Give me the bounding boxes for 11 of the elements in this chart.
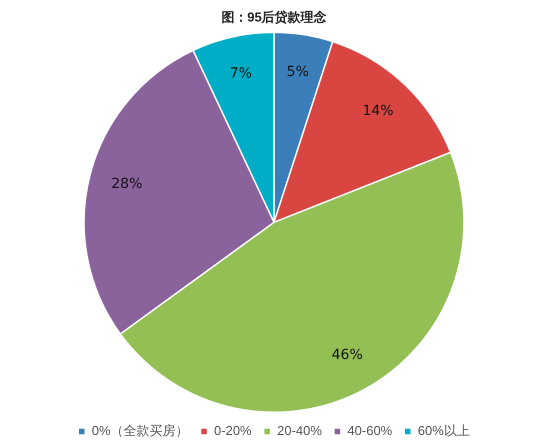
legend-label: 0-20% — [214, 423, 252, 438]
legend-label: 60%以上 — [418, 423, 470, 438]
data-label: 28% — [111, 176, 142, 192]
data-label: 14% — [362, 103, 394, 120]
chart-title: 图：95后贷款理念 — [221, 9, 328, 24]
legend-label: 40-60% — [347, 423, 393, 438]
data-label: 5% — [286, 64, 309, 80]
legend-label: 0%（全款买房） — [92, 423, 189, 438]
data-label: 7% — [230, 66, 252, 82]
data-label: 46% — [332, 347, 363, 364]
legend-label: 20-40% — [277, 423, 322, 438]
